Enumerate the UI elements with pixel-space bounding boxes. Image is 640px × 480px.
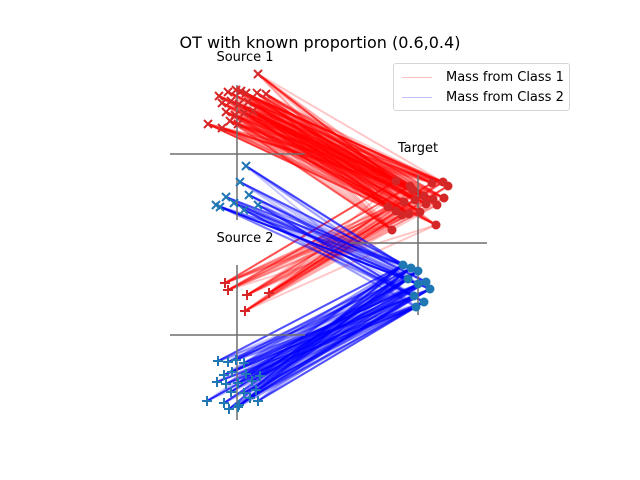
plus-marker-icon <box>239 358 249 368</box>
plus-marker-icon <box>226 387 236 397</box>
plus-marker-icon <box>223 285 233 295</box>
x-marker-icon <box>203 119 213 129</box>
plus-marker-icon <box>255 371 265 381</box>
legend: Mass from Class 1 Mass from Class 2 <box>393 63 570 111</box>
plus-marker-icon <box>239 388 249 398</box>
panel-label: Target <box>397 141 439 156</box>
circle-marker-icon <box>443 181 453 191</box>
x-marker-icon <box>221 107 231 117</box>
panel-label: Source 2 <box>216 231 274 246</box>
circle-marker-icon <box>431 220 441 230</box>
plus-marker-icon <box>242 290 252 300</box>
x-marker-icon <box>248 106 258 116</box>
x-marker-icon <box>239 108 249 118</box>
x-marker-icon <box>252 88 262 98</box>
circle-marker-icon <box>439 193 449 203</box>
plus-marker-icon <box>245 393 255 403</box>
legend-entry-class-1: Mass from Class 1 <box>394 67 564 87</box>
panel-label: Source 1 <box>216 50 274 65</box>
plus-marker-icon <box>224 404 234 414</box>
plus-marker-icon <box>220 278 230 288</box>
legend-line-red-icon <box>402 76 432 78</box>
x-marker-icon <box>244 190 254 200</box>
x-marker-icon <box>226 96 236 106</box>
x-marker-icon <box>215 202 225 212</box>
plus-marker-icon <box>264 288 274 298</box>
plus-marker-icon <box>221 379 231 389</box>
x-marker-icon <box>239 205 249 215</box>
plus-marker-icon <box>233 378 243 388</box>
x-marker-icon <box>217 98 227 108</box>
circle-marker-icon <box>408 185 418 195</box>
circle-marker-icon <box>391 176 401 186</box>
circle-marker-icon <box>409 291 419 301</box>
plus-marker-icon <box>240 306 250 316</box>
x-marker-icon <box>234 99 244 109</box>
plus-marker-icon <box>219 398 229 408</box>
plus-marker-icon <box>202 396 212 406</box>
legend-label: Mass from Class 2 <box>446 89 564 105</box>
plus-marker-icon <box>253 396 263 406</box>
x-marker-icon <box>261 89 271 99</box>
circle-marker-icon <box>399 197 409 207</box>
circle-marker-icon <box>406 263 416 273</box>
plus-marker-icon <box>233 402 243 412</box>
circle-marker-icon <box>397 210 407 220</box>
plus-marker-icon <box>247 376 257 386</box>
x-marker-icon <box>221 192 231 202</box>
circle-marker-icon <box>421 277 431 287</box>
x-marker-icon <box>217 123 227 133</box>
x-marker-icon <box>214 91 224 101</box>
x-marker-icon <box>236 86 246 96</box>
chart-title: OT with known proportion (0.6,0.4) <box>179 33 461 52</box>
plus-marker-icon <box>213 356 223 366</box>
x-marker-icon <box>225 116 235 126</box>
circle-marker-icon <box>413 279 423 289</box>
circle-marker-icon <box>403 274 413 284</box>
x-marker-icon <box>233 119 243 129</box>
plus-marker-icon <box>227 367 237 377</box>
circle-marker-icon <box>387 225 397 235</box>
plus-marker-icon <box>251 385 261 395</box>
plus-marker-icon <box>241 369 251 379</box>
x-marker-icon <box>241 88 251 98</box>
x-marker-icon <box>253 200 263 210</box>
legend-entry-class-2: Mass from Class 2 <box>394 87 564 107</box>
x-marker-icon <box>241 161 251 171</box>
x-marker-icon <box>243 97 253 107</box>
x-marker-icon <box>223 87 233 97</box>
legend-line-blue-icon <box>402 96 432 98</box>
plus-marker-icon <box>219 370 229 380</box>
x-marker-icon <box>253 69 263 79</box>
circle-marker-icon <box>427 178 437 188</box>
circle-marker-icon <box>425 284 435 294</box>
circle-marker-icon <box>415 207 425 217</box>
legend-label: Mass from Class 1 <box>446 69 564 85</box>
plus-marker-icon <box>212 377 222 387</box>
plus-marker-icon <box>223 357 233 367</box>
x-marker-icon <box>235 177 245 187</box>
circle-marker-icon <box>432 200 442 210</box>
circle-marker-icon <box>410 195 420 205</box>
sample-markers <box>202 69 453 414</box>
circle-marker-icon <box>383 202 393 212</box>
x-marker-icon <box>229 198 239 208</box>
circle-marker-icon <box>413 266 423 276</box>
circle-marker-icon <box>421 199 431 209</box>
circle-marker-icon <box>419 191 429 201</box>
circle-marker-icon <box>419 297 429 307</box>
plus-marker-icon <box>231 355 241 365</box>
circle-marker-icon <box>404 209 414 219</box>
circle-marker-icon <box>398 260 408 270</box>
circle-marker-icon <box>411 302 421 312</box>
